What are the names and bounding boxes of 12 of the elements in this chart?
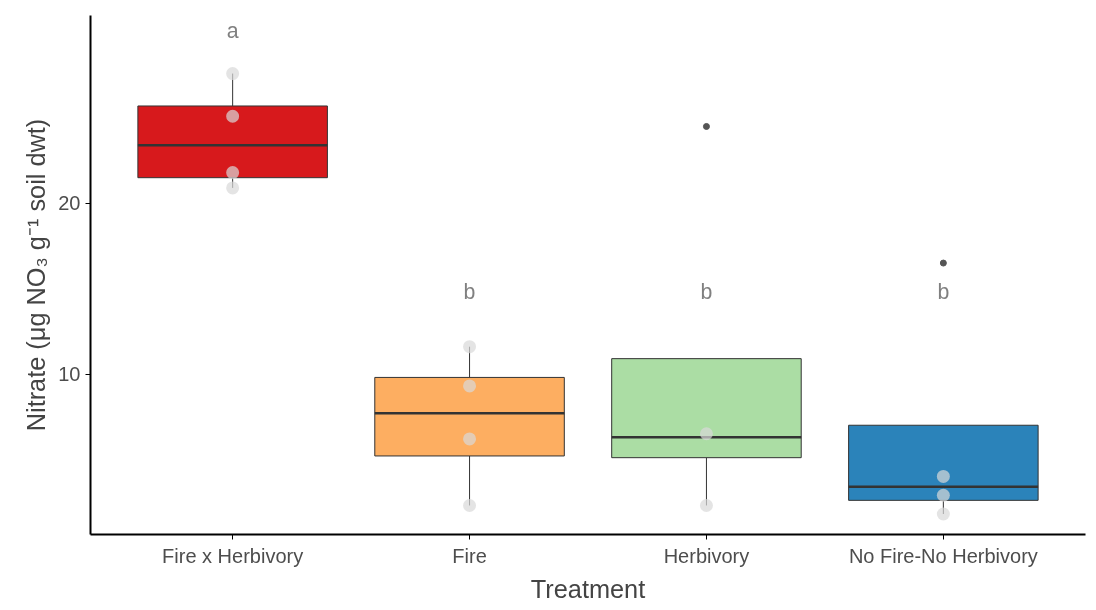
x-axis-title: Treatment (530, 574, 646, 603)
x-tick-label: Herbivory (663, 544, 750, 567)
y-tick-label: 20 (58, 192, 81, 215)
annotation: b (463, 280, 476, 305)
x-tick-label: Fire x Herbivory (162, 544, 304, 567)
x-tick-label: Fire (452, 544, 487, 567)
annotation: b (937, 280, 950, 305)
annotation: b (700, 280, 713, 305)
y-tick-label: 10 (58, 363, 81, 386)
x-tick-label: No Fire-No Herbivory (848, 544, 1038, 567)
y-axis-title: Nitrate (μg NO₃ g⁻¹ soil dwt) (22, 118, 51, 432)
annotation: a (226, 19, 239, 44)
